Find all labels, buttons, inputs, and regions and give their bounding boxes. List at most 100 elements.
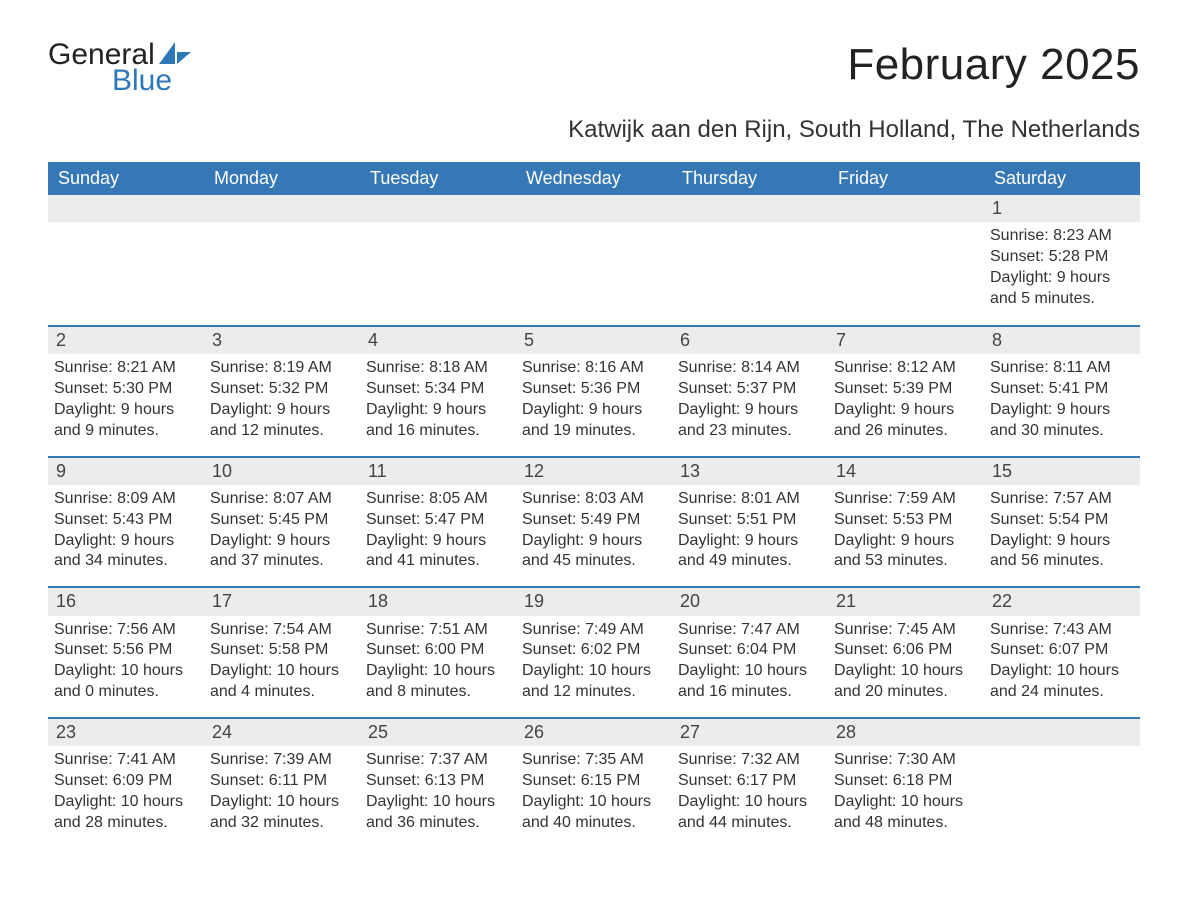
day-body: Sunrise: 7:51 AMSunset: 6:00 PMDaylight:…: [360, 616, 516, 717]
day-cell: 9Sunrise: 8:09 AMSunset: 5:43 PMDaylight…: [48, 458, 204, 587]
day-daylight2: and 16 minutes.: [366, 421, 510, 442]
day-daylight2: and 37 minutes.: [210, 551, 354, 572]
day-number: 26: [516, 719, 672, 746]
day-number: 24: [204, 719, 360, 746]
day-daylight2: and 44 minutes.: [678, 813, 822, 834]
header-row: General Blue February 2025 Katwijk aan d…: [48, 40, 1140, 154]
day-number: 12: [516, 458, 672, 485]
day-number: 22: [984, 588, 1140, 615]
day-sunrise: Sunrise: 8:09 AM: [54, 489, 198, 510]
day-sunset: Sunset: 6:17 PM: [678, 771, 822, 792]
day-body: Sunrise: 8:05 AMSunset: 5:47 PMDaylight:…: [360, 485, 516, 586]
day-daylight2: and 30 minutes.: [990, 421, 1134, 442]
day-daylight1: Daylight: 10 hours: [834, 661, 978, 682]
day-number: 18: [360, 588, 516, 615]
day-daylight1: Daylight: 10 hours: [522, 661, 666, 682]
day-daylight1: Daylight: 9 hours: [54, 531, 198, 552]
day-daylight1: Daylight: 9 hours: [210, 531, 354, 552]
day-cell: 2Sunrise: 8:21 AMSunset: 5:30 PMDaylight…: [48, 327, 204, 456]
empty-day-bar: [204, 195, 360, 222]
day-daylight2: and 12 minutes.: [210, 421, 354, 442]
day-cell: 26 Sunrise: 7:35 AMSunset: 6:15 PMDayligh…: [516, 719, 672, 848]
day-body: Sunrise: 7:54 AMSunset: 5:58 PMDaylight:…: [204, 616, 360, 717]
day-body: Sunrise: 7:39 AMSunset: 6:11 PMDaylight:…: [204, 746, 360, 847]
day-daylight2: and 28 minutes.: [54, 813, 198, 834]
day-number: 28: [828, 719, 984, 746]
days-of-week-header: SundayMondayTuesdayWednesdayThursdayFrid…: [48, 162, 1140, 195]
day-sunrise: Sunrise: 7:43 AM: [990, 620, 1134, 641]
day-body: Sunrise: 8:18 AMSunset: 5:34 PMDaylight:…: [360, 354, 516, 455]
day-sunset: Sunset: 5:56 PM: [54, 640, 198, 661]
day-sunset: Sunset: 5:30 PM: [54, 379, 198, 400]
day-cell: [984, 719, 1140, 848]
day-number: 3: [204, 327, 360, 354]
day-body: Sunrise: 8:21 AMSunset: 5:30 PMDaylight:…: [48, 354, 204, 455]
day-daylight1: Daylight: 10 hours: [834, 792, 978, 813]
day-sunset: Sunset: 6:00 PM: [366, 640, 510, 661]
day-body: Sunrise: 7:45 AMSunset: 6:06 PMDaylight:…: [828, 616, 984, 717]
day-body: Sunrise: 8:09 AMSunset: 5:43 PMDaylight:…: [48, 485, 204, 586]
day-sunset: Sunset: 6:07 PM: [990, 640, 1134, 661]
day-cell: 13Sunrise: 8:01 AMSunset: 5:51 PMDayligh…: [672, 458, 828, 587]
day-daylight1: Daylight: 10 hours: [366, 661, 510, 682]
dow-cell: Saturday: [984, 162, 1140, 195]
day-daylight1: Daylight: 9 hours: [522, 531, 666, 552]
day-daylight1: Daylight: 10 hours: [522, 792, 666, 813]
day-daylight1: Daylight: 9 hours: [210, 400, 354, 421]
day-body: Sunrise: 7:30 AMSunset: 6:18 PMDaylight:…: [828, 746, 984, 847]
empty-day-bar: [360, 195, 516, 222]
day-cell: 17Sunrise: 7:54 AMSunset: 5:58 PMDayligh…: [204, 588, 360, 717]
day-daylight1: Daylight: 9 hours: [834, 400, 978, 421]
day-body: Sunrise: 8:23 AMSunset: 5:28 PMDaylight:…: [984, 222, 1140, 323]
day-sunset: Sunset: 5:53 PM: [834, 510, 978, 531]
day-sunset: Sunset: 6:18 PM: [834, 771, 978, 792]
day-sunrise: Sunrise: 8:07 AM: [210, 489, 354, 510]
day-sunrise: Sunrise: 8:18 AM: [366, 358, 510, 379]
day-cell: 20Sunrise: 7:47 AMSunset: 6:04 PMDayligh…: [672, 588, 828, 717]
day-sunrise: Sunrise: 7:56 AM: [54, 620, 198, 641]
month-title: February 2025: [568, 40, 1140, 90]
day-body: Sunrise: 8:14 AMSunset: 5:37 PMDaylight:…: [672, 354, 828, 455]
week-row: 9Sunrise: 8:09 AMSunset: 5:43 PMDaylight…: [48, 456, 1140, 587]
day-sunrise: Sunrise: 8:01 AM: [678, 489, 822, 510]
dow-cell: Sunday: [48, 162, 204, 195]
day-daylight2: and 24 minutes.: [990, 682, 1134, 703]
day-sunrise: Sunrise: 7:54 AM: [210, 620, 354, 641]
dow-cell: Friday: [828, 162, 984, 195]
day-number: 17: [204, 588, 360, 615]
day-cell: [516, 195, 672, 325]
day-cell: 4Sunrise: 8:18 AMSunset: 5:34 PMDaylight…: [360, 327, 516, 456]
day-sunrise: Sunrise: 8:23 AM: [990, 226, 1134, 247]
day-body: Sunrise: 7:41 AMSunset: 6:09 PMDaylight:…: [48, 746, 204, 847]
day-daylight2: and 16 minutes.: [678, 682, 822, 703]
day-cell: [204, 195, 360, 325]
day-daylight1: Daylight: 9 hours: [678, 400, 822, 421]
day-number: 19: [516, 588, 672, 615]
day-sunrise: Sunrise: 8:05 AM: [366, 489, 510, 510]
day-number: 15: [984, 458, 1140, 485]
day-daylight1: Daylight: 9 hours: [366, 531, 510, 552]
day-body: Sunrise: 8:16 AMSunset: 5:36 PMDaylight:…: [516, 354, 672, 455]
day-body: Sunrise: 7:49 AMSunset: 6:02 PMDaylight:…: [516, 616, 672, 717]
day-daylight1: Daylight: 9 hours: [990, 400, 1134, 421]
day-number: 25: [360, 719, 516, 746]
day-number: 4: [360, 327, 516, 354]
day-sunset: Sunset: 6:15 PM: [522, 771, 666, 792]
day-sunrise: Sunrise: 7:35 AM: [522, 750, 666, 771]
day-daylight2: and 26 minutes.: [834, 421, 978, 442]
week-row: 16Sunrise: 7:56 AMSunset: 5:56 PMDayligh…: [48, 586, 1140, 717]
day-cell: 11Sunrise: 8:05 AMSunset: 5:47 PMDayligh…: [360, 458, 516, 587]
day-sunset: Sunset: 5:36 PM: [522, 379, 666, 400]
day-cell: 1Sunrise: 8:23 AMSunset: 5:28 PMDaylight…: [984, 195, 1140, 325]
day-body: Sunrise: 8:07 AMSunset: 5:45 PMDaylight:…: [204, 485, 360, 586]
day-sunrise: Sunrise: 7:32 AM: [678, 750, 822, 771]
day-daylight2: and 0 minutes.: [54, 682, 198, 703]
day-cell: [828, 195, 984, 325]
day-number: 9: [48, 458, 204, 485]
dow-cell: Monday: [204, 162, 360, 195]
day-sunset: Sunset: 5:28 PM: [990, 247, 1134, 268]
day-daylight1: Daylight: 10 hours: [54, 661, 198, 682]
day-body: Sunrise: 7:59 AMSunset: 5:53 PMDaylight:…: [828, 485, 984, 586]
day-body: Sunrise: 7:56 AMSunset: 5:56 PMDaylight:…: [48, 616, 204, 717]
day-daylight2: and 56 minutes.: [990, 551, 1134, 572]
